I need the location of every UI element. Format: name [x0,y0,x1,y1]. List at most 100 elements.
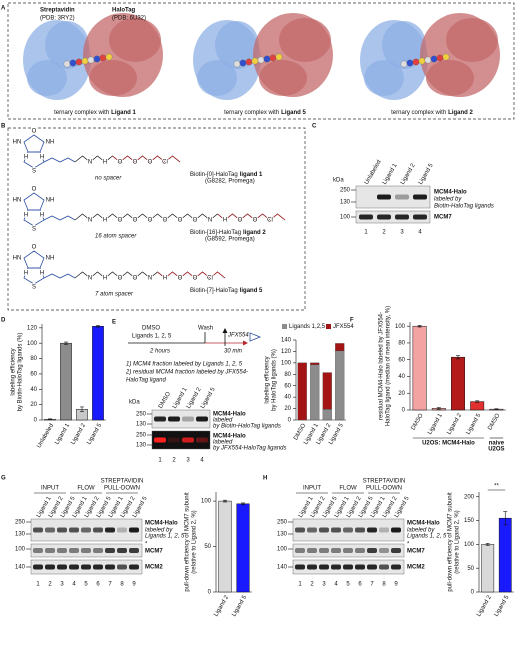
atom-label: H [103,160,107,166]
x-tick-label: Ligand 2 [446,412,463,436]
blot-band [377,194,391,200]
ligand-name-number: ligand 5 [240,288,263,294]
protein-pdb: (PDB: 6U32) [112,16,146,22]
blot-band [319,548,329,553]
band-note: by JFX554-HaloTag ligands [213,446,287,452]
caption-text: ternary complex with [224,110,279,116]
band-label: MCM4-Halo [434,190,467,196]
blot-band [105,564,115,570]
scheme-note: 2) residual MCM4 fraction labeled by JFX… [125,370,248,376]
atom-label: O [193,218,198,224]
y-tick-label: 0 [471,590,475,596]
atom-label: O [32,129,37,135]
biotin-ring [23,250,45,269]
atom-label: NH [46,256,55,262]
atom-label: NH [46,140,55,146]
blot [151,430,211,450]
atom-label: O [163,218,168,224]
y-tick-label: 100 [27,341,38,347]
streptavidin-shape [197,60,237,96]
panel-letter: F [350,318,354,324]
blot-band [307,548,317,553]
kda-label: kDa [333,178,344,184]
ligand-name: Biotin-[0]-HaloTag ligand 1 [190,172,263,178]
group-label: U2OS: MCM4-Halo [422,441,475,447]
y-axis-label: HaloTag ligand (median of mean intensity… [386,306,392,426]
group-label: U2OS [488,447,504,453]
halotag-shape [446,18,498,62]
blot-band [33,548,43,553]
blot-band [117,527,127,533]
star: * [407,542,410,548]
marker-label: 100 [277,547,288,553]
bar [218,500,232,593]
blot-band [57,548,67,553]
atom-label: N [148,276,152,282]
y-tick-label: 0 [208,590,212,596]
atom-label: O [238,218,243,224]
lane-number: 4 [200,458,204,464]
blot-band [319,527,329,533]
group-label: PULL-DOWN [104,486,140,492]
lane-number: 7 [370,582,374,588]
y-tick-label: 50 [204,544,211,550]
blot-band [395,214,409,220]
lane-number: 3 [186,458,190,464]
y-tick-label: 120 [281,349,292,355]
blot-band [33,564,43,570]
blot-band [413,194,427,200]
blot-band [81,527,91,533]
bar [92,326,104,421]
atom-label: O [133,218,138,224]
scheme-text: DMSO [142,326,160,332]
blot-band [295,548,305,553]
group-label: FLOW [339,486,357,492]
ligand-atom [105,53,113,61]
blot-band [57,564,67,570]
lane-label: DMSO [158,391,172,410]
atom-label: O [178,218,183,224]
atom-label: H [40,271,44,277]
atom-label: O [253,218,258,224]
y-tick-label: 20 [284,406,291,412]
lane-number: 4 [418,230,422,236]
band-note: labeled [213,440,233,446]
panel-letter: A [1,6,6,12]
atom-label: Cl [162,160,168,166]
blot-band [117,548,127,553]
ligand-atom [81,57,89,65]
ligand-atom [257,56,265,64]
y-tick-label: 200 [464,494,475,500]
y-axis-label: labeling efficiency [11,348,17,395]
band-note: Biotin-HaloTag ligands [434,204,494,210]
lane-number: 6 [358,582,362,588]
biotin-chain [43,215,76,221]
atom-label: H [163,276,167,282]
atom-label: O [193,276,198,282]
y-tick-label: 20 [398,391,405,397]
blot-band [359,214,373,220]
blot [355,185,431,209]
scheme-note: HaloTag ligand [126,378,166,384]
bar [412,325,427,411]
atom-label: H [40,213,44,219]
x-tick-label: Ligand 5 [466,412,483,436]
atom-label: N [88,276,92,282]
y-tick-label: 40 [284,395,291,401]
protein-label: HaloTag [112,8,136,14]
lane-number: 3 [60,582,64,588]
atom-label: N [208,218,212,224]
band-label: MCM4-Halo [145,521,178,527]
legend-swatch [282,324,287,329]
lane-number: 4 [72,582,76,588]
blot-band [391,564,401,570]
atom-label: O [118,160,123,166]
y-axis-label: by Biotin-HaloTag ligands (%) [18,333,24,412]
blot-band [105,548,115,553]
biotin-chain [43,273,76,279]
panel-box [7,2,515,120]
blot-band [343,564,353,570]
atom-label: H [223,218,227,224]
lane-number: 3 [322,582,326,588]
halotag-chain [217,213,286,221]
